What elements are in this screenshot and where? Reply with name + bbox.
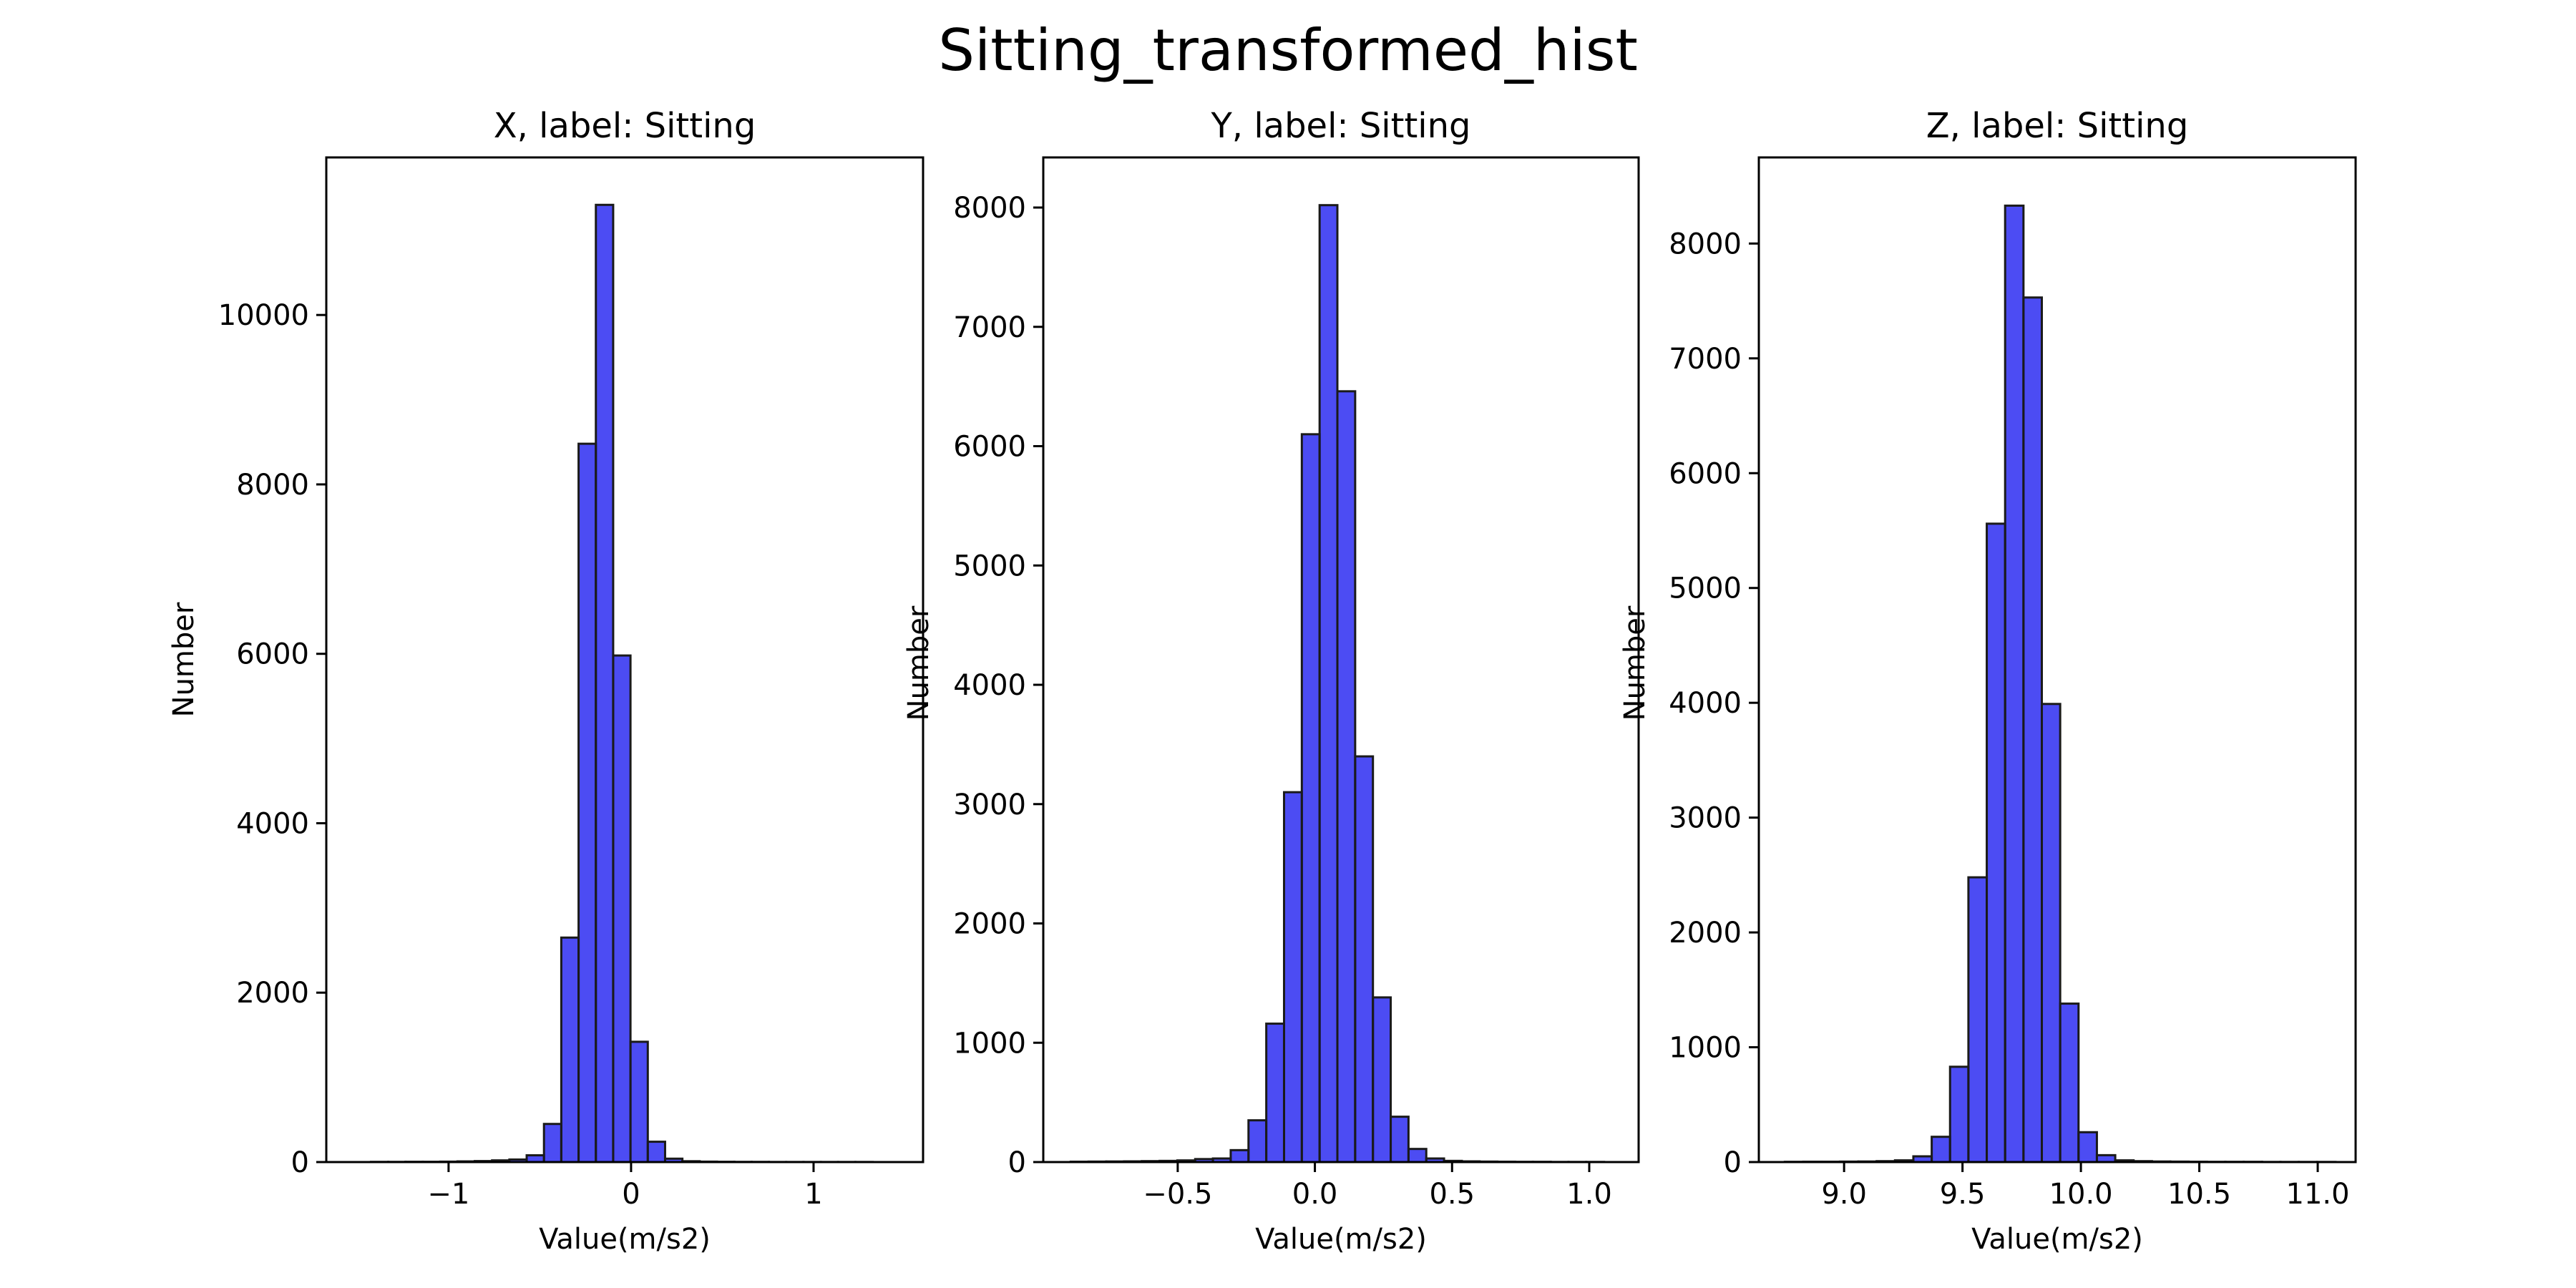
y-tick-label: 4000 [953,669,1026,702]
histogram-panel-z: Z, label: Sitting 9.0 9.5 10.0 10.5 11.0 0 10… [1619,106,2357,1256]
histogram-bar [2004,204,2025,1163]
x-ticks: −1 0 1 [427,1162,823,1211]
y-tick-label: 5000 [1669,572,1742,605]
axes-frame [325,156,924,1163]
histogram-bar [1265,1023,1285,1163]
histogram-bar [1336,390,1357,1163]
y-tick-label: 2000 [1669,917,1742,950]
histogram-bar [1407,1148,1428,1163]
histogram-bar [1282,791,1303,1163]
x-tick-label: 11.0 [2286,1178,2350,1211]
y-tick-label: 8000 [953,192,1026,225]
histogram-bar [1247,1119,1268,1163]
y-ticks: 0 1000 2000 3000 4000 5000 6000 7000 8000 [953,192,1043,1179]
bars-group [1069,204,1606,1163]
y-tick-label: 4000 [236,807,309,840]
y-tick-label: 0 [1724,1146,1742,1179]
x-axis-label: Value(m/s2) [539,1223,711,1256]
histogram-bar [1967,876,1989,1163]
histogram-panel-y: Y, label: Sitting −0.5 0.0 0.5 1.0 0 1000 200… [902,106,1640,1256]
y-tick-label: 6000 [1669,457,1742,490]
panel-title: X, label: Sitting [494,106,756,146]
x-tick-label: 10.5 [2167,1178,2231,1211]
y-tick-label: 3000 [1669,802,1742,835]
axes-frame [1042,156,1640,1163]
y-tick-label: 1000 [1669,1032,1742,1065]
histogram-bar [1300,433,1321,1163]
panel-title: Z, label: Sitting [1926,106,2189,146]
y-tick-label: 7000 [953,311,1026,344]
y-tick-label: 8000 [236,469,309,502]
bars-group [369,203,874,1163]
x-tick-label: 1.0 [1566,1178,1612,1211]
y-tick-label: 8000 [1669,228,1742,260]
histogram-bar [2059,1002,2080,1163]
y-axis-label: Number [902,605,935,721]
histogram-bar [1986,522,2006,1163]
histogram-bar [2022,296,2043,1163]
y-tick-label: 2000 [953,908,1026,941]
y-tick-label: 6000 [953,431,1026,464]
x-ticks: 9.0 9.5 10.0 10.5 11.0 [1821,1162,2350,1211]
y-axis-label: Number [167,602,200,717]
histogram-bar [1948,1065,1970,1163]
x-tick-label: 9.5 [1940,1178,1986,1211]
histogram-bar [1229,1148,1250,1163]
y-ticks: 0 1000 2000 3000 4000 5000 6000 7000 8000 [1669,228,1759,1179]
x-tick-label: 0.0 [1292,1178,1338,1211]
x-axis-label: Value(m/s2) [1255,1223,1427,1256]
histogram-bar [646,1141,666,1163]
x-tick-label: −0.5 [1143,1178,1212,1211]
histogram-bar [1931,1136,1951,1163]
histogram-bar [1318,204,1339,1163]
x-tick-label: 1 [804,1178,822,1211]
x-tick-label: 10.0 [2049,1178,2113,1211]
y-axis-label: Number [1619,605,1652,721]
histogram-bar [2077,1131,2098,1163]
x-tick-label: −1 [427,1178,469,1211]
histogram-bar [595,203,615,1163]
x-tick-label: 0 [622,1178,640,1211]
y-tick-label: 10000 [218,299,309,332]
histogram-bar [1390,1116,1410,1163]
y-tick-label: 2000 [236,977,309,1010]
y-tick-label: 1000 [953,1027,1026,1060]
y-tick-label: 7000 [1669,343,1742,376]
histogram-bar [612,654,632,1163]
y-tick-label: 0 [291,1146,309,1179]
histogram-bar [1372,996,1392,1163]
histogram-bar [560,936,580,1163]
y-tick-label: 6000 [236,638,309,671]
y-ticks: 0 2000 4000 6000 8000 10000 [218,299,326,1179]
x-ticks: −0.5 0.0 0.5 1.0 [1143,1162,1612,1211]
y-tick-label: 5000 [953,550,1026,582]
panel-title: Y, label: Sitting [1210,106,1470,146]
y-tick-label: 4000 [1669,687,1742,720]
y-tick-label: 3000 [953,789,1026,821]
axes-frame [1757,156,2357,1163]
figure-title: Sitting_transformed_hist [938,17,1638,84]
x-tick-label: 0.5 [1429,1178,1475,1211]
x-axis-label: Value(m/s2) [1971,1223,2143,1256]
histogram-bar [1354,755,1375,1163]
histogram-bar [629,1040,649,1163]
histogram-bar [577,442,597,1163]
histogram-bar [2040,703,2062,1163]
y-tick-label: 0 [1008,1146,1026,1179]
histogram-panel-x: X, label: Sitting −1 0 1 0 2000 4000 6000 8000… [167,106,924,1256]
bars-group [1783,204,2337,1163]
x-tick-label: 9.0 [1821,1178,1867,1211]
histogram-bar [542,1123,562,1163]
